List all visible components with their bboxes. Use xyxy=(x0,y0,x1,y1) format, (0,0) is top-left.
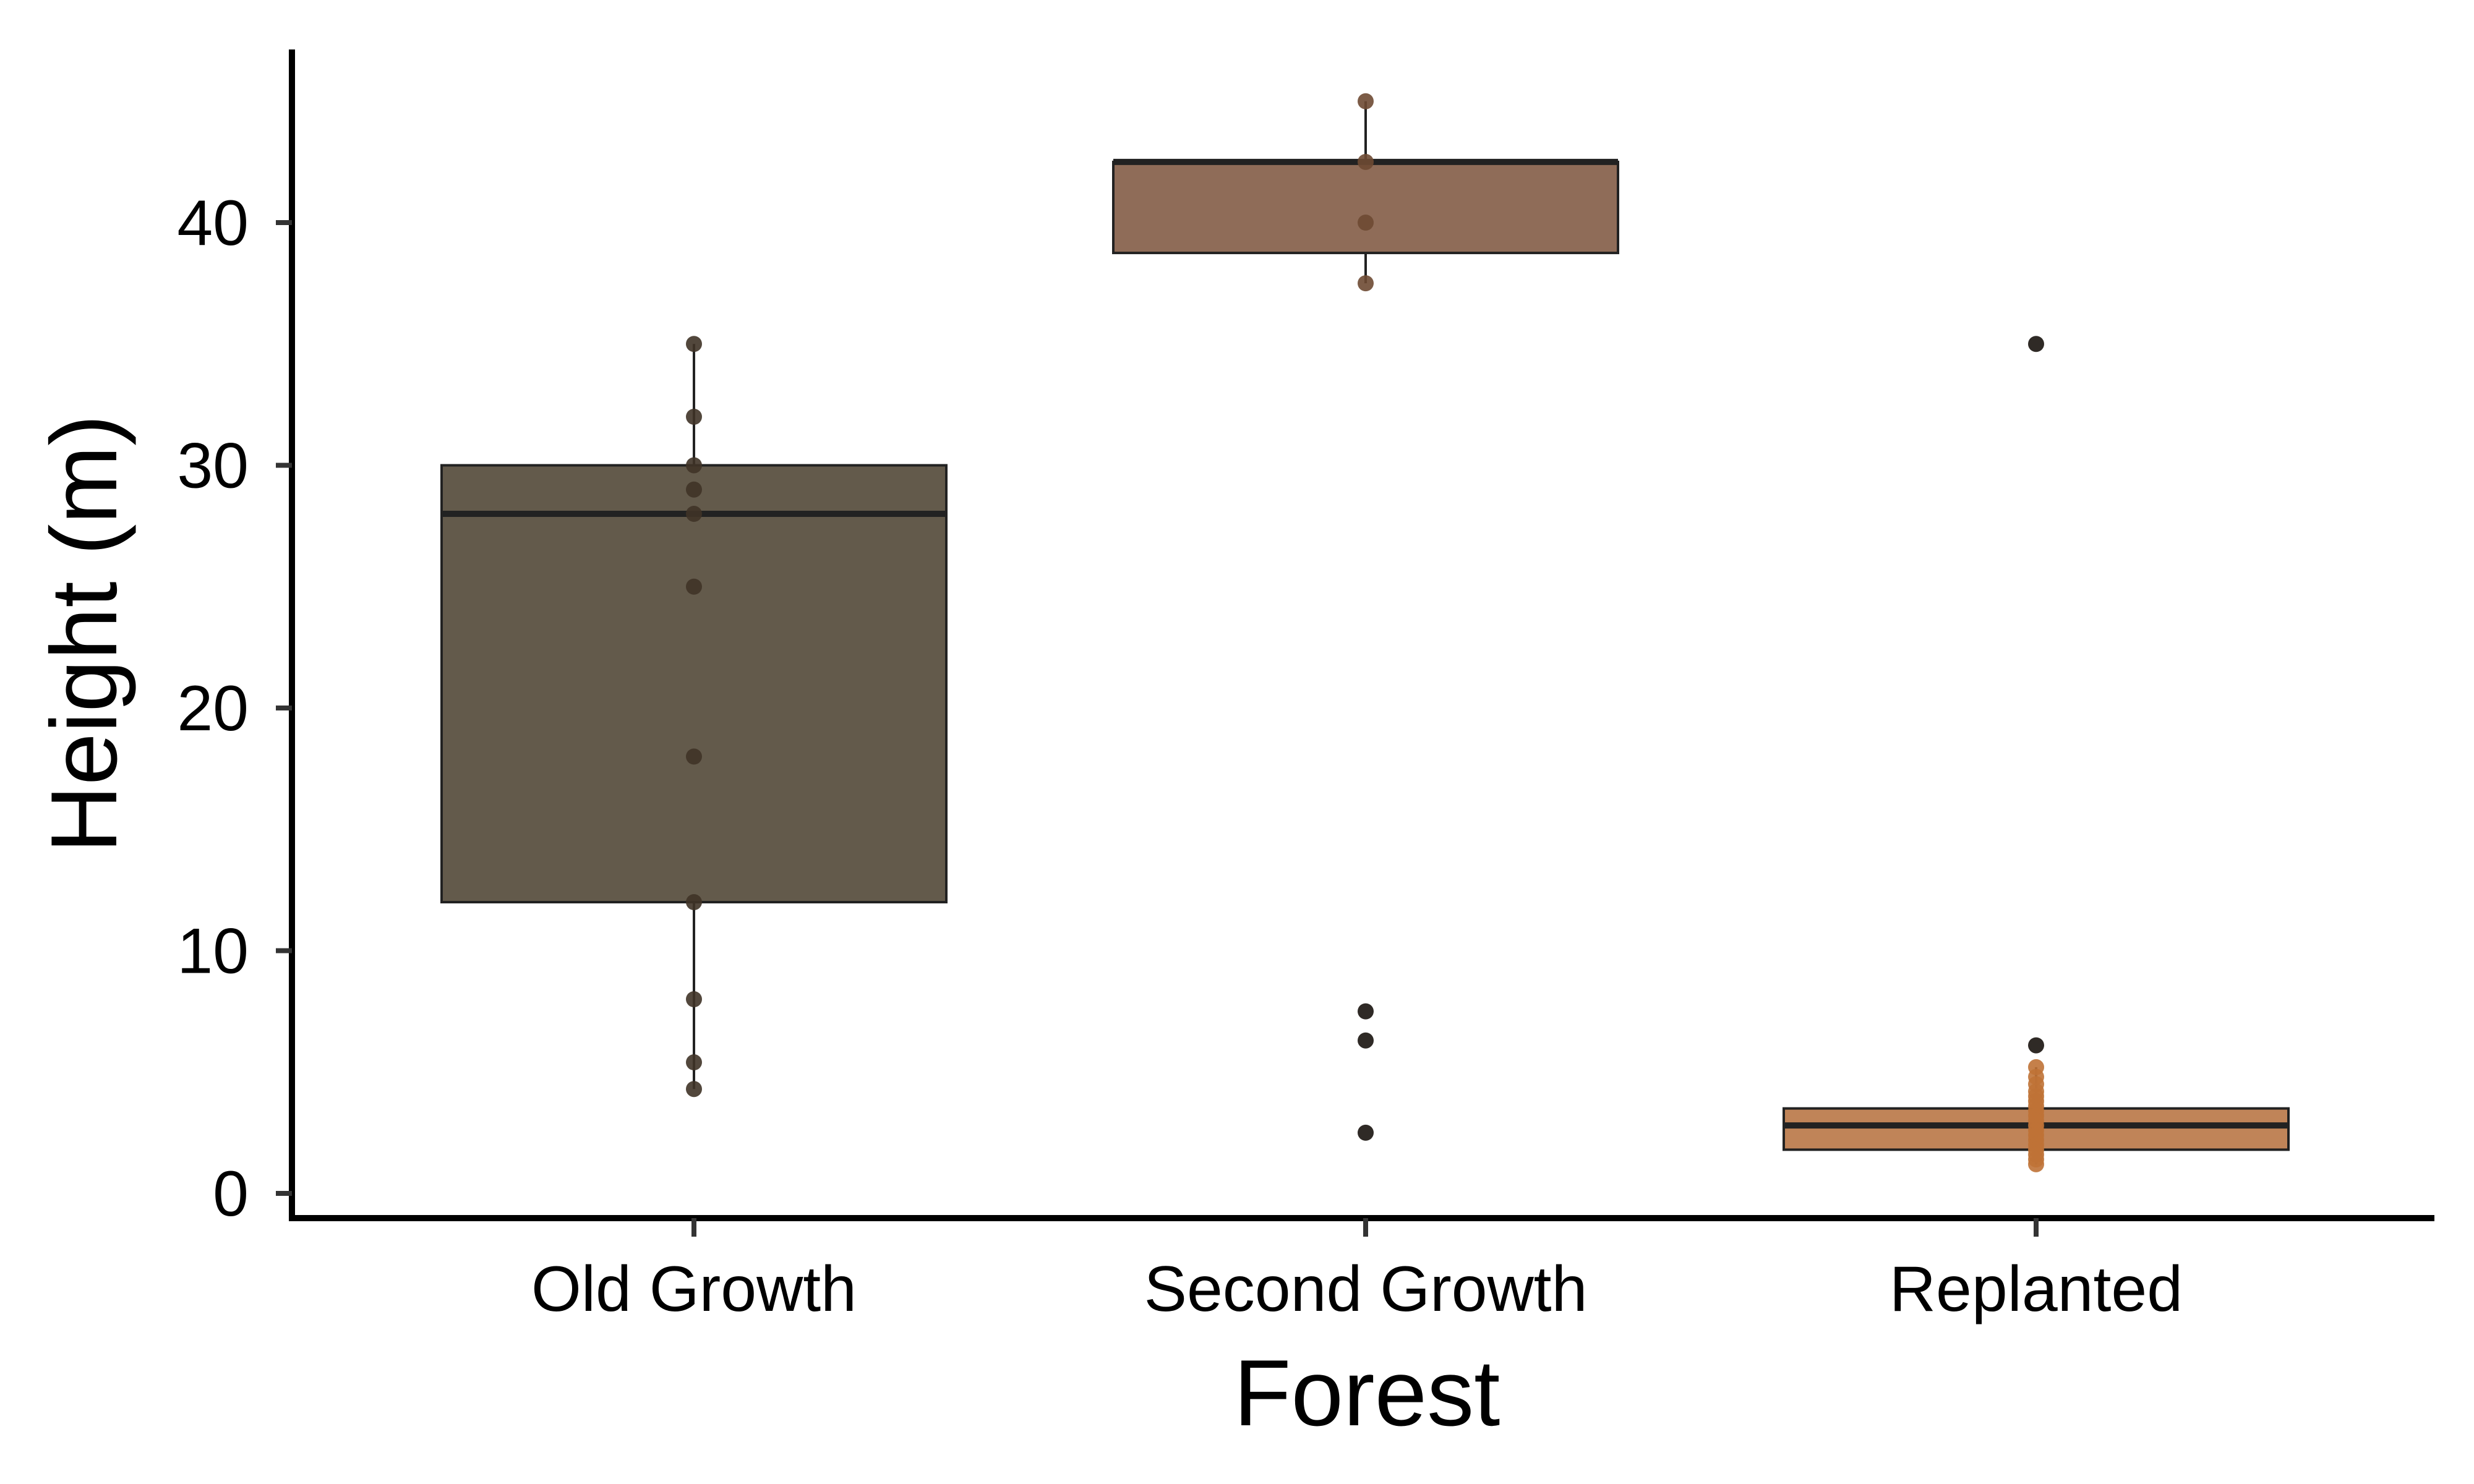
outlier-point-second-growth xyxy=(1358,1003,1374,1020)
data-point-second-growth xyxy=(1358,93,1374,109)
outlier-point-second-growth xyxy=(1358,1032,1374,1049)
data-point-old-growth xyxy=(686,1054,702,1071)
data-point-old-growth xyxy=(686,481,702,498)
data-point-second-growth xyxy=(1358,275,1374,292)
box-old-growth xyxy=(440,464,948,903)
plot-area xyxy=(440,93,2290,1172)
y-tick-label-30: 30 xyxy=(177,430,249,502)
x-tick-label-second-growth: Second Growth xyxy=(1144,1253,1588,1325)
y-tick-label-20: 20 xyxy=(177,673,249,744)
x-tick-label-old-growth: Old Growth xyxy=(531,1253,857,1325)
data-point-old-growth xyxy=(686,409,702,425)
data-point-replanted xyxy=(2028,1156,2044,1172)
x-axis-title: Forest xyxy=(1234,1341,1500,1446)
data-point-second-growth xyxy=(1358,215,1374,231)
data-point-old-growth xyxy=(686,336,702,352)
data-point-old-growth xyxy=(686,748,702,765)
data-point-old-growth xyxy=(686,457,702,474)
outlier-point-replanted xyxy=(2028,336,2044,352)
data-point-old-growth xyxy=(686,578,702,595)
box-second-growth xyxy=(1112,160,1619,255)
outlier-point-replanted xyxy=(2028,1037,2044,1054)
data-point-old-growth xyxy=(686,1081,702,1098)
data-point-old-growth xyxy=(686,894,702,910)
axes: Forest Height (m) 0 10 20 30 40 Old Growth Sec… xyxy=(32,49,2434,1446)
data-point-second-growth xyxy=(1358,153,1374,170)
y-tick-label-10: 10 xyxy=(177,916,249,987)
y-tick-label-0: 0 xyxy=(213,1158,249,1230)
y-tick-label-40: 40 xyxy=(177,187,249,259)
data-point-old-growth xyxy=(686,506,702,522)
outlier-point-second-growth xyxy=(1358,1124,1374,1141)
y-axis-title: Height (m) xyxy=(32,414,137,853)
data-point-old-growth xyxy=(686,991,702,1007)
x-tick-label-replanted: Replanted xyxy=(1890,1253,2183,1325)
